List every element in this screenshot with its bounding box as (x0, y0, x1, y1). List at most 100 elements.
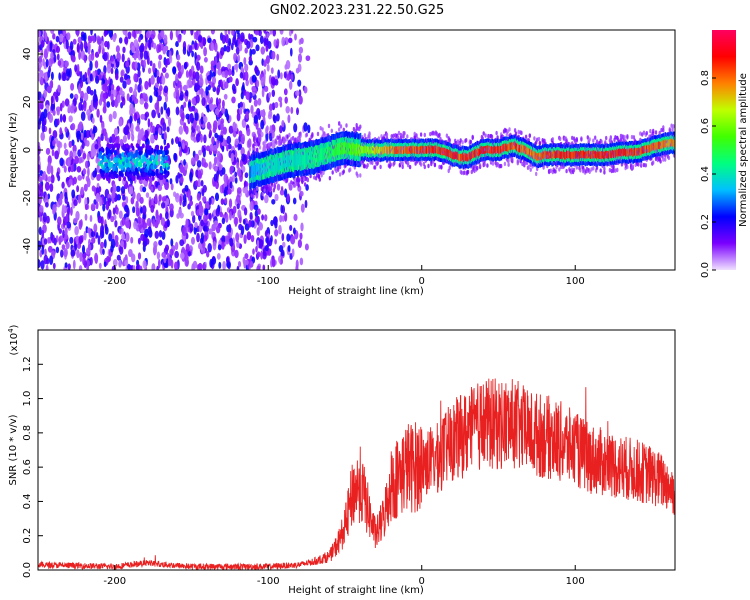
noise-cell (156, 251, 161, 260)
noise-cell (44, 181, 50, 191)
noise-cell (307, 124, 311, 134)
signal-cell (119, 159, 123, 165)
signal-cell (118, 153, 122, 159)
noise-cell (215, 180, 219, 190)
noise-cell (161, 231, 166, 240)
noise-cell (217, 119, 221, 126)
noise-cell (235, 78, 239, 87)
noise-cell (142, 240, 148, 247)
noise-cell (238, 223, 243, 231)
noise-cell (52, 109, 56, 116)
noise-cell (153, 42, 157, 50)
noise-cell (129, 96, 132, 103)
noise-cell (270, 219, 274, 227)
noise-cell (83, 32, 87, 43)
track-cell (297, 154, 299, 167)
noise-cell (201, 145, 205, 153)
noise-cell (177, 33, 182, 43)
noise-cell (148, 37, 153, 44)
track-cell (309, 152, 311, 164)
noise-cell (154, 230, 159, 240)
noise-cell (38, 121, 41, 130)
noise-cell (187, 250, 191, 257)
track-cell (293, 155, 295, 168)
noise-cell (129, 103, 134, 112)
noise-cell (203, 213, 208, 224)
noise-cell (38, 30, 41, 38)
noise-cell (169, 178, 173, 185)
noise-cell (244, 71, 249, 81)
noise-cell (82, 152, 87, 160)
noise-cell (229, 211, 232, 221)
noise-cell (142, 92, 146, 99)
noise-cell (232, 36, 237, 43)
noise-cell (206, 95, 211, 104)
noise-cell (220, 46, 225, 56)
noise-cell (287, 114, 291, 124)
noise-cell (165, 258, 169, 266)
noise-cell (259, 239, 263, 249)
noise-cell (123, 73, 128, 81)
noise-cell (169, 30, 174, 41)
signal-cell (139, 146, 143, 152)
noise-cell (75, 235, 80, 243)
noise-cell (94, 252, 99, 263)
track-cell (306, 152, 308, 165)
noise-cell (243, 234, 247, 244)
noise-cell (112, 89, 117, 97)
track-cell (292, 155, 295, 168)
noise-cell (100, 133, 104, 142)
noise-cell (64, 98, 70, 107)
signal-cell (145, 144, 149, 150)
signal-cell (130, 151, 134, 157)
noise-cell (284, 212, 288, 222)
track-halo-cell (318, 177, 321, 182)
noise-cell (83, 40, 88, 50)
noise-cell (239, 107, 243, 115)
noise-cell (39, 97, 45, 105)
noise-cell (83, 230, 87, 241)
noise-cell (66, 32, 71, 41)
noise-cell (264, 214, 268, 222)
noise-cell (47, 161, 51, 172)
signal-cell (101, 155, 105, 160)
noise-cell (88, 36, 93, 44)
noise-cell (203, 115, 208, 123)
track-cell (333, 144, 335, 157)
figure-title: GN02.2023.231.22.50.G25 (270, 3, 445, 18)
noise-cell (213, 165, 219, 172)
noise-cell (210, 30, 215, 35)
noise-cell (242, 218, 246, 225)
noise-cell (200, 89, 204, 99)
noise-cell (211, 256, 217, 265)
noise-cell (150, 134, 155, 144)
noise-cell (200, 232, 205, 242)
noise-cell (111, 265, 117, 270)
noise-cell (89, 73, 93, 82)
track-halo-cell (268, 142, 271, 147)
noise-cell (300, 222, 304, 232)
noise-cell (95, 192, 100, 203)
noise-cell (91, 237, 96, 244)
noise-cell (173, 152, 177, 161)
track-cell (298, 153, 300, 165)
track-halo-cell (478, 163, 482, 168)
noise-cell (45, 147, 51, 155)
noise-cell (194, 40, 198, 51)
signal-cell (132, 158, 136, 164)
noise-cell (297, 239, 302, 248)
noise-cell (58, 33, 64, 43)
noise-cell (126, 263, 131, 270)
noise-cell (94, 75, 100, 84)
noise-cell (182, 84, 188, 92)
noise-cell (111, 230, 115, 240)
noise-cell (239, 101, 243, 108)
noise-cell (49, 42, 53, 53)
noise-cell (44, 32, 48, 42)
noise-cell (229, 181, 233, 189)
noise-cell (179, 239, 185, 247)
noise-cell (38, 184, 44, 193)
signal-cell (156, 160, 159, 166)
noise-cell (99, 196, 103, 207)
track-halo-cell (376, 160, 379, 166)
